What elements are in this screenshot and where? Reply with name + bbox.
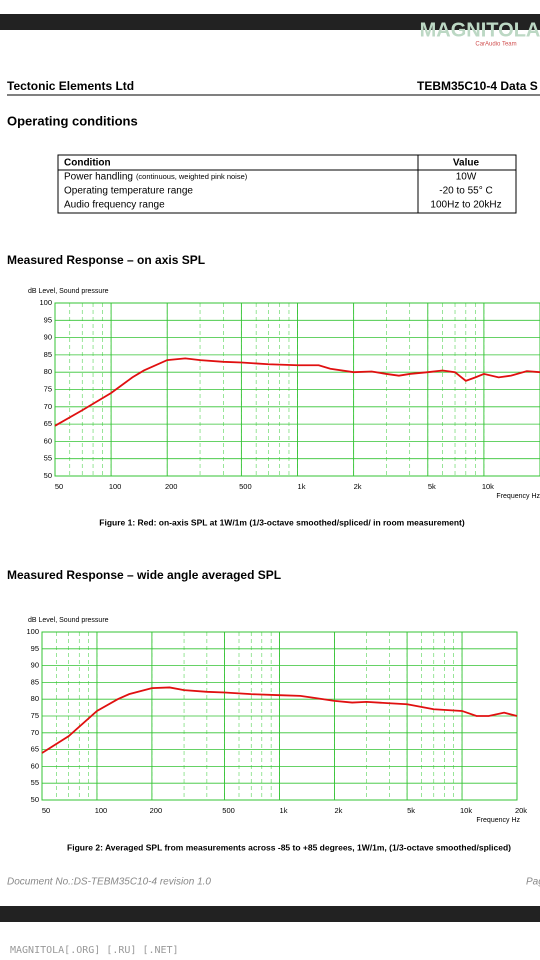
x-tick-label: 5k xyxy=(428,482,436,491)
x-tick-label: 500 xyxy=(222,806,235,815)
y-tick-label: 80 xyxy=(31,694,39,703)
bottom-bar xyxy=(0,906,540,922)
y-tick-label: 100 xyxy=(39,298,52,307)
y-tick-label: 90 xyxy=(31,661,39,670)
table-header: Condition xyxy=(64,158,111,169)
x-tick-label: 5k xyxy=(407,806,415,815)
x-tick-label: 1k xyxy=(280,806,288,815)
y-tick-label: 85 xyxy=(31,677,39,686)
y-tick-label: 95 xyxy=(44,315,52,324)
x-tick-label: 100 xyxy=(109,482,122,491)
watermark: MAGNITOLA[.ORG] [.RU] [.NET] xyxy=(10,945,179,956)
chart-heading: Measured Response – on axis SPL xyxy=(7,253,205,267)
y-tick-label: 75 xyxy=(44,384,52,393)
y-axis-label: dB Level, Sound pressure xyxy=(28,617,109,624)
x-tick-label: 10k xyxy=(482,482,494,491)
x-tick-label: 500 xyxy=(239,482,252,491)
table-cell: Power handling (continuous, weighted pink… xyxy=(64,172,248,183)
table-cell: 100Hz to 20kHz xyxy=(430,200,501,211)
table-cell: 10W xyxy=(456,172,477,183)
x-axis-label: Frequency Hz xyxy=(476,817,520,824)
y-tick-label: 60 xyxy=(44,436,52,445)
x-axis-label: Frequency Hz xyxy=(496,493,540,500)
x-tick-label: 2k xyxy=(334,806,342,815)
y-tick-label: 85 xyxy=(44,350,52,359)
y-tick-label: 55 xyxy=(44,454,52,463)
x-tick-label: 20k xyxy=(515,806,527,815)
x-tick-label: 10k xyxy=(460,806,472,815)
y-tick-label: 90 xyxy=(44,333,52,342)
figure-caption: Figure 2: Averaged SPL from measurements… xyxy=(67,842,511,852)
figure-caption: Figure 1: Red: on-axis SPL at 1W/1m (1/3… xyxy=(99,517,465,527)
y-tick-label: 65 xyxy=(44,419,52,428)
response-curve xyxy=(54,357,540,427)
logo: MAGNITOLA xyxy=(420,19,540,41)
company: Tectonic Elements Ltd xyxy=(7,79,134,93)
y-tick-label: 55 xyxy=(31,778,39,787)
y-tick-label: 70 xyxy=(31,728,39,737)
y-tick-label: 50 xyxy=(44,471,52,480)
doc-title: TEBM35C10-4 Data S xyxy=(417,79,538,93)
x-tick-label: 200 xyxy=(165,482,178,491)
table: Condition Value Power handling (continuou… xyxy=(57,154,517,214)
logo-tagline: CarAudio Team xyxy=(475,42,516,48)
y-tick-label: 75 xyxy=(31,711,39,720)
page-number: Pag xyxy=(526,877,540,888)
top-bar xyxy=(0,14,540,30)
y-tick-label: 95 xyxy=(31,644,39,653)
y-axis-label: dB Level, Sound pressure xyxy=(28,288,109,295)
x-tick-label: 1k xyxy=(298,482,306,491)
table-cell: Operating temperature range xyxy=(64,186,193,197)
table-cell: -20 to 55° C xyxy=(439,186,492,197)
x-tick-label: 2k xyxy=(354,482,362,491)
x-tick-label: 50 xyxy=(42,806,50,815)
table-cell: Audio frequency range xyxy=(64,200,165,211)
x-tick-label: 100 xyxy=(95,806,108,815)
y-tick-label: 70 xyxy=(44,402,52,411)
response-curve xyxy=(41,686,518,754)
y-tick-label: 80 xyxy=(44,367,52,376)
y-tick-label: 100 xyxy=(26,627,39,636)
y-tick-label: 50 xyxy=(31,795,39,804)
doc-number: Document No.:DS-TEBM35C10-4 revision 1.0 xyxy=(7,877,211,888)
y-tick-label: 65 xyxy=(31,745,39,754)
table-border xyxy=(57,154,517,214)
y-tick-label: 60 xyxy=(31,761,39,770)
table-header: Value xyxy=(453,158,480,169)
plot-frame xyxy=(54,302,540,477)
x-tick-label: 200 xyxy=(150,806,163,815)
x-tick-label: 50 xyxy=(55,482,63,491)
section-title: Operating conditions xyxy=(7,113,138,128)
chart-heading: Measured Response – wide angle averaged … xyxy=(7,568,281,582)
table-note: (continuous, weighted pink noise) xyxy=(136,172,248,181)
